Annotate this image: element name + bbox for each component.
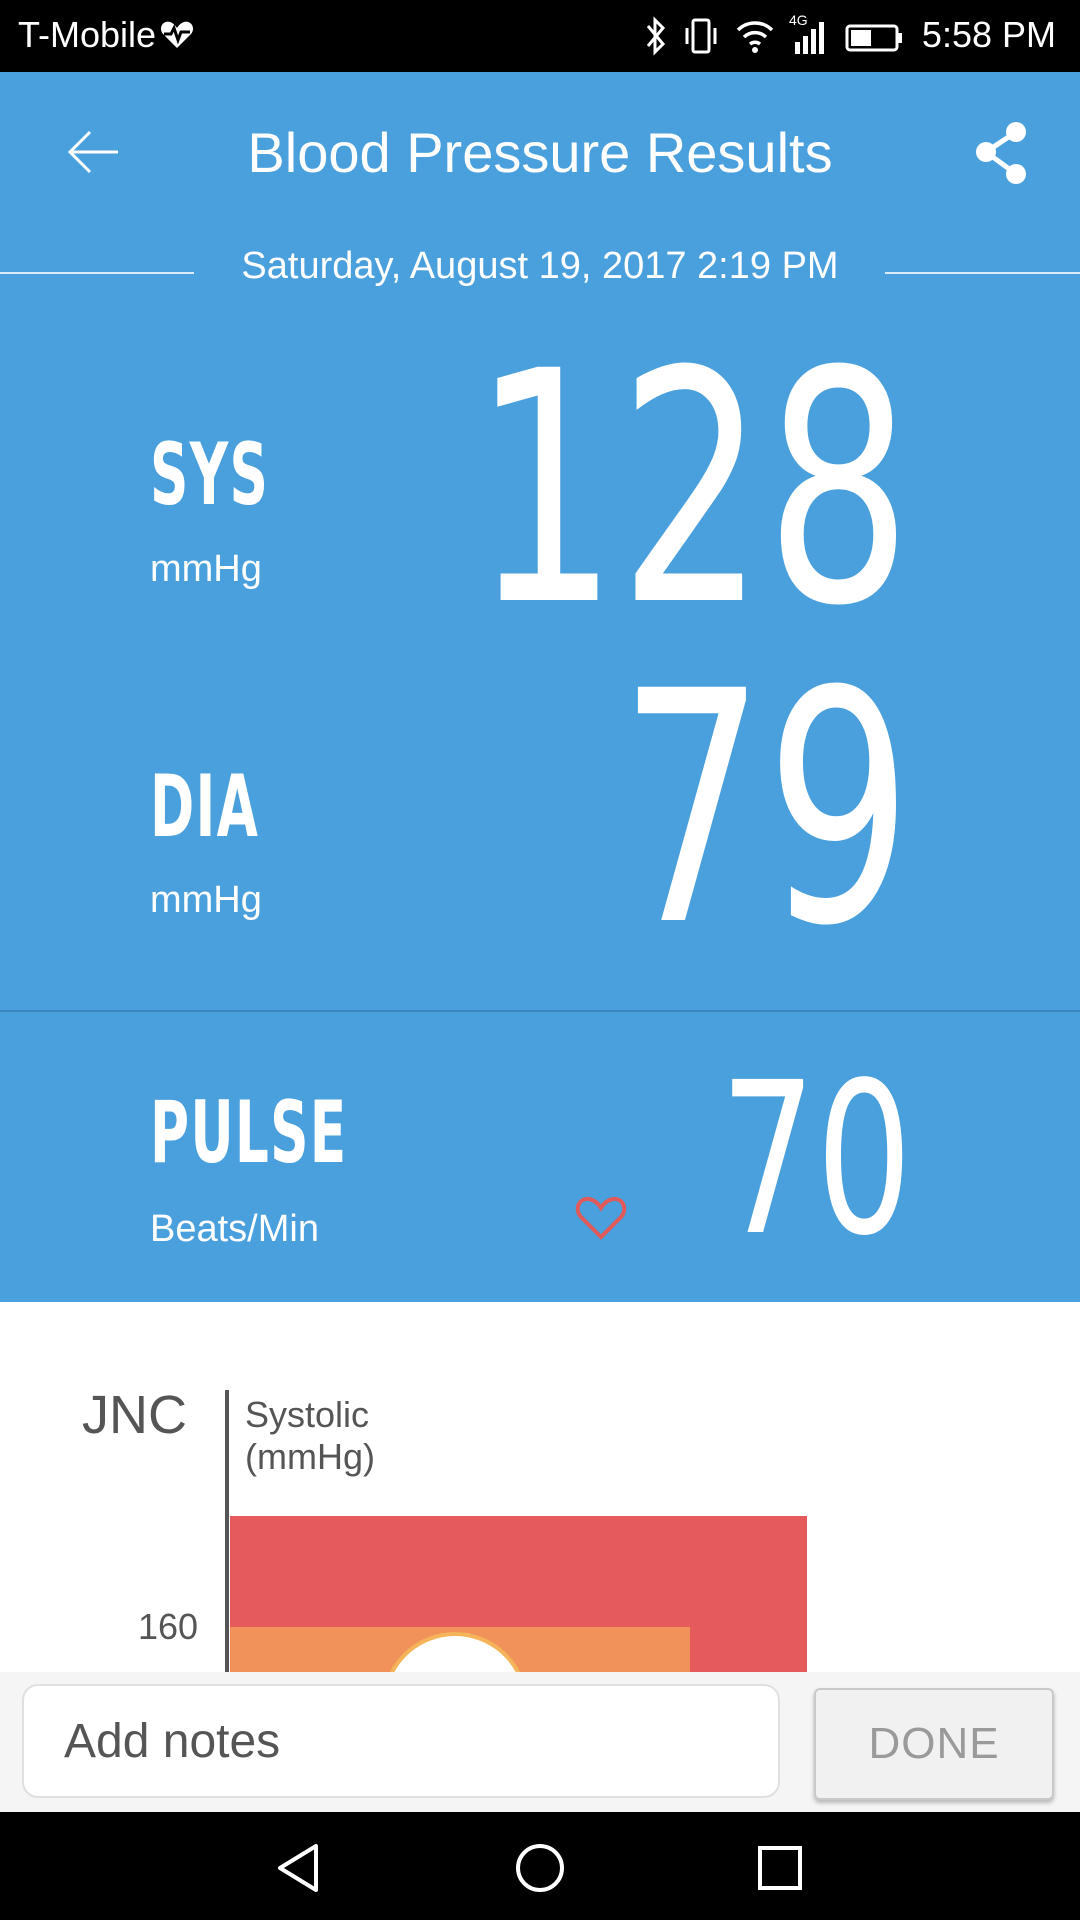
bluetooth-icon	[646, 16, 666, 56]
pulse-unit: Beats/Min	[150, 1208, 319, 1250]
chart-y-label: Systolic (mmHg)	[245, 1394, 375, 1478]
notes-field[interactable]	[22, 1684, 780, 1798]
network-type-label: 4G	[789, 12, 808, 28]
heart-monitor-icon	[160, 21, 194, 48]
status-bar: T-Mobile 4G	[0, 0, 1080, 72]
measurement-date: Saturday, August 19, 2017 2:19 PM	[241, 245, 839, 287]
share-icon[interactable]	[972, 118, 1032, 188]
section-divider	[0, 1010, 1080, 1012]
status-icons: 4G	[645, 12, 905, 58]
measurement-date-row: Saturday, August 19, 2017 2:19 PM	[0, 243, 1080, 293]
notes-input[interactable]	[24, 1686, 778, 1796]
chart-y-label-line2: (mmHg)	[245, 1436, 375, 1477]
dia-unit: mmHg	[150, 879, 262, 921]
nav-back-icon[interactable]	[270, 1838, 330, 1898]
chart-y-axis	[225, 1390, 229, 1672]
date-divider-right	[885, 272, 1080, 274]
system-nav-bar	[0, 1812, 1080, 1920]
classification-label: JNC	[82, 1385, 187, 1445]
chart-tick-160: 160	[138, 1606, 199, 1647]
battery-icon	[845, 24, 902, 52]
pulse-label: PULSE	[150, 1083, 348, 1183]
heart-icon	[575, 1196, 627, 1240]
chart-y-label-line1: Systolic	[245, 1394, 370, 1435]
nav-home-icon[interactable]	[510, 1838, 570, 1898]
done-button[interactable]: DONE	[814, 1688, 1054, 1800]
date-divider-left	[0, 272, 194, 274]
clock: 5:58 PM	[921, 14, 1056, 55]
dia-label: DIA	[150, 757, 260, 857]
results-panel	[0, 72, 1080, 1302]
carrier-label: T-Mobile	[18, 14, 157, 55]
sys-value: 128	[472, 304, 912, 676]
wifi-icon	[736, 21, 774, 53]
vibrate-icon	[685, 18, 717, 54]
nav-recents-icon[interactable]	[750, 1838, 810, 1898]
dia-value: 79	[618, 624, 912, 996]
cellular-signal-icon: 4G	[789, 12, 829, 56]
pulse-value: 70	[719, 1037, 912, 1282]
back-arrow-icon[interactable]	[66, 124, 122, 180]
sys-unit: mmHg	[150, 548, 262, 590]
page-title: Blood Pressure Results	[247, 121, 833, 184]
sys-label: SYS	[150, 425, 270, 525]
